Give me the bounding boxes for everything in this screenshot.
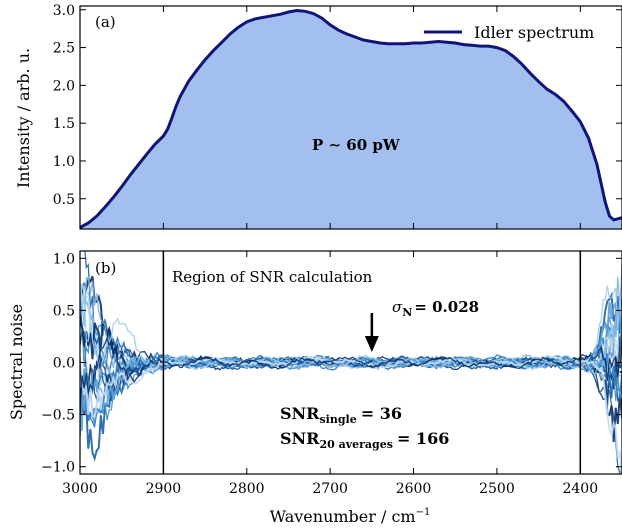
snr-average-annotation: SNR20 averages = 166 — [280, 429, 449, 451]
panel-a-label: (a) — [95, 13, 116, 31]
x-tick-label: 2800 — [229, 481, 265, 497]
y-tick-label: 0.5 — [53, 303, 75, 319]
noise-trace — [80, 308, 622, 394]
x-tick-label: 2700 — [312, 481, 348, 497]
y-tick-label: 1.0 — [53, 154, 75, 170]
panel-a: 0.5 1.0 1.5 2.0 2.5 3.0 (a) P ∼ 60 pW Idler s… — [14, 3, 622, 230]
y-tick-label: 2.0 — [53, 78, 75, 94]
idler-spectrum-area — [80, 10, 622, 229]
x-tick-label: 2900 — [146, 481, 182, 497]
y-tick-label: −0.5 — [41, 408, 75, 424]
y-tick-label: −1.0 — [41, 460, 75, 476]
panel-a-x-ticks — [79, 6, 581, 229]
y-tick-label: 1.5 — [53, 116, 75, 132]
y-tick-label: 0.5 — [53, 192, 75, 208]
noise-trace — [80, 323, 622, 422]
panel-b-label: (b) — [95, 259, 116, 277]
x-tick-label: 2600 — [396, 481, 432, 497]
panel-a-y-ticks: 0.5 1.0 1.5 2.0 2.5 3.0 — [53, 3, 622, 208]
y-tick-label: 2.5 — [53, 41, 75, 57]
power-annotation: P ∼ 60 pW — [312, 136, 401, 154]
noise-traces — [80, 251, 622, 474]
panel-b: −1.0 −0.5 0.0 0.5 1.0 3000 2900 2800 2700 2600 25… — [7, 250, 622, 497]
panel-b-x-ticks: 3000 2900 2800 2700 2600 2500 2400 — [62, 251, 598, 497]
sigma-annotation: σN = 0.028 — [392, 298, 479, 319]
y-tick-label: 3.0 — [53, 3, 75, 19]
noise-trace — [80, 291, 622, 462]
panel-b-y-axis-label: Spectral noise — [7, 304, 26, 420]
noise-trace — [80, 305, 622, 400]
panel-b-y-ticks: −1.0 −0.5 0.0 0.5 1.0 — [41, 251, 622, 476]
x-tick-label: 2400 — [562, 481, 598, 497]
snr-single-annotation: SNRsingle = 36 — [280, 404, 402, 426]
x-tick-label: 3000 — [62, 481, 98, 497]
y-tick-label: 1.0 — [53, 251, 75, 267]
panel-a-frame — [79, 5, 622, 230]
y-tick-label: 0.0 — [53, 356, 75, 372]
noise-trace — [80, 336, 622, 416]
noise-trace — [80, 284, 622, 403]
idler-spectrum-line — [80, 8, 622, 229]
region-label: Region of SNR calculation — [172, 268, 373, 286]
panel-a-y-axis-label: Intensity / arb. u. — [14, 48, 33, 188]
sigma-arrow — [364, 313, 379, 352]
legend-label: Idler spectrum — [474, 23, 594, 42]
x-tick-label: 2500 — [479, 481, 515, 497]
noise-trace — [80, 332, 622, 415]
x-axis-label: Wavenumber / cm−1 — [270, 507, 431, 526]
legend: Idler spectrum — [424, 23, 594, 42]
